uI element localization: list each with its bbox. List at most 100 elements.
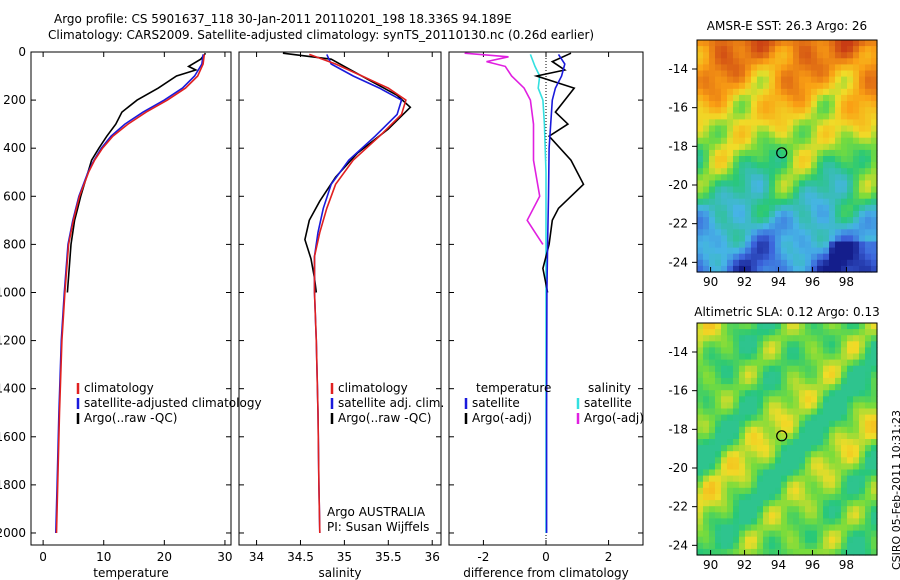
heatmap-cell bbox=[811, 414, 818, 422]
heatmap-cell bbox=[799, 481, 806, 489]
heatmap-cell bbox=[751, 536, 758, 544]
heatmap-cell bbox=[709, 371, 716, 379]
heatmap-cell bbox=[835, 371, 842, 379]
heatmap-cell bbox=[697, 481, 704, 489]
heatmap-cell bbox=[847, 46, 854, 53]
heatmap-cell bbox=[721, 414, 728, 422]
heatmap-cell bbox=[733, 481, 740, 489]
map-x-tick-label: 94 bbox=[771, 558, 786, 572]
heatmap-cell bbox=[703, 223, 710, 230]
heatmap-cell bbox=[793, 168, 800, 175]
heatmap-cell bbox=[751, 481, 758, 489]
heatmap-cell bbox=[709, 162, 716, 169]
heatmap-cell bbox=[817, 329, 824, 336]
heatmap-cell bbox=[829, 198, 836, 206]
heatmap-cell bbox=[697, 168, 704, 175]
heatmap-cell bbox=[745, 396, 752, 403]
heatmap-cell bbox=[721, 518, 728, 526]
heatmap-cell bbox=[763, 518, 770, 526]
heatmap-cell bbox=[805, 396, 812, 403]
heatmap-cell bbox=[739, 46, 746, 53]
heatmap-cell bbox=[703, 101, 710, 108]
heatmap-cell bbox=[733, 137, 740, 145]
heatmap-cell bbox=[757, 414, 764, 422]
heatmap-cell bbox=[871, 76, 878, 84]
heatmap-cell bbox=[751, 253, 758, 261]
heatmap-cell bbox=[727, 76, 734, 84]
heatmap-cell bbox=[811, 180, 818, 188]
heatmap-cell bbox=[757, 40, 764, 47]
heatmap-cell bbox=[841, 113, 848, 120]
heatmap-cell bbox=[817, 125, 824, 133]
x-tick-label: 0 bbox=[542, 550, 550, 564]
heatmap-cell bbox=[871, 457, 878, 464]
heatmap-cell bbox=[739, 235, 746, 243]
heatmap-cell bbox=[769, 329, 776, 336]
heatmap-cell bbox=[847, 518, 854, 526]
heatmap-cell bbox=[697, 335, 704, 342]
heatmap-cell bbox=[745, 408, 752, 416]
heatmap-cell bbox=[709, 58, 716, 65]
heatmap-cell bbox=[775, 192, 782, 200]
heatmap-cell bbox=[781, 329, 788, 336]
heatmap-cell bbox=[763, 439, 770, 446]
heatmap-cell bbox=[703, 500, 710, 507]
heatmap-cell bbox=[853, 536, 860, 544]
heatmap-cell bbox=[835, 323, 842, 330]
heatmap-cell bbox=[709, 70, 716, 78]
heatmap-cell bbox=[853, 457, 860, 464]
heatmap-cell bbox=[721, 223, 728, 230]
heatmap-cell bbox=[805, 493, 812, 501]
heatmap-cell bbox=[709, 143, 716, 151]
heatmap-cell bbox=[805, 469, 812, 477]
heatmap-cell bbox=[751, 347, 758, 355]
heatmap-cell bbox=[787, 408, 794, 416]
heatmap-cell bbox=[733, 125, 740, 133]
heatmap-cell bbox=[835, 52, 842, 59]
heatmap-cell bbox=[781, 204, 788, 212]
heatmap-cell bbox=[847, 235, 854, 243]
heatmap-cell bbox=[781, 323, 788, 330]
heatmap-cell bbox=[769, 530, 776, 538]
heatmap-cell bbox=[847, 223, 854, 230]
heatmap-cell bbox=[823, 365, 830, 373]
heatmap-cell bbox=[721, 323, 728, 330]
heatmap-cell bbox=[763, 463, 770, 471]
heatmap-cell bbox=[799, 341, 806, 348]
heatmap-cell bbox=[835, 64, 842, 72]
heatmap-cell bbox=[829, 493, 836, 501]
heatmap-cell bbox=[745, 353, 752, 361]
heatmap-cell bbox=[787, 445, 794, 452]
heatmap-cell bbox=[769, 125, 776, 133]
heatmap-cell bbox=[841, 46, 848, 53]
heatmap-cell bbox=[751, 88, 758, 96]
heatmap-cell bbox=[709, 94, 716, 102]
heatmap-cell bbox=[871, 241, 878, 249]
heatmap-cell bbox=[745, 347, 752, 355]
heatmap-cell bbox=[733, 229, 740, 236]
map-y-tick-label: -22 bbox=[668, 217, 688, 231]
heatmap-cell bbox=[775, 365, 782, 373]
heatmap-cell bbox=[703, 174, 710, 181]
heatmap-cell bbox=[769, 210, 776, 218]
heatmap-cell bbox=[865, 408, 872, 416]
heatmap-cell bbox=[739, 426, 746, 434]
heatmap-cell bbox=[787, 168, 794, 175]
heatmap-cell bbox=[751, 235, 758, 243]
x-axis-label: salinity bbox=[318, 566, 361, 580]
heatmap-cell bbox=[727, 217, 734, 224]
y-tick-label: 200 bbox=[3, 93, 26, 107]
heatmap-cell bbox=[763, 426, 770, 434]
heatmap-cell bbox=[751, 420, 758, 428]
heatmap-cell bbox=[871, 323, 878, 330]
heatmap-cell bbox=[859, 94, 866, 102]
heatmap-cell bbox=[853, 518, 860, 526]
heatmap-cell bbox=[793, 137, 800, 145]
heatmap-cell bbox=[865, 143, 872, 151]
heatmap-cell bbox=[775, 58, 782, 65]
heatmap-cell bbox=[697, 46, 704, 53]
heatmap-cell bbox=[799, 180, 806, 188]
heatmap-cell bbox=[859, 204, 866, 212]
heatmap-cell bbox=[769, 481, 776, 489]
heatmap-cell bbox=[805, 445, 812, 452]
